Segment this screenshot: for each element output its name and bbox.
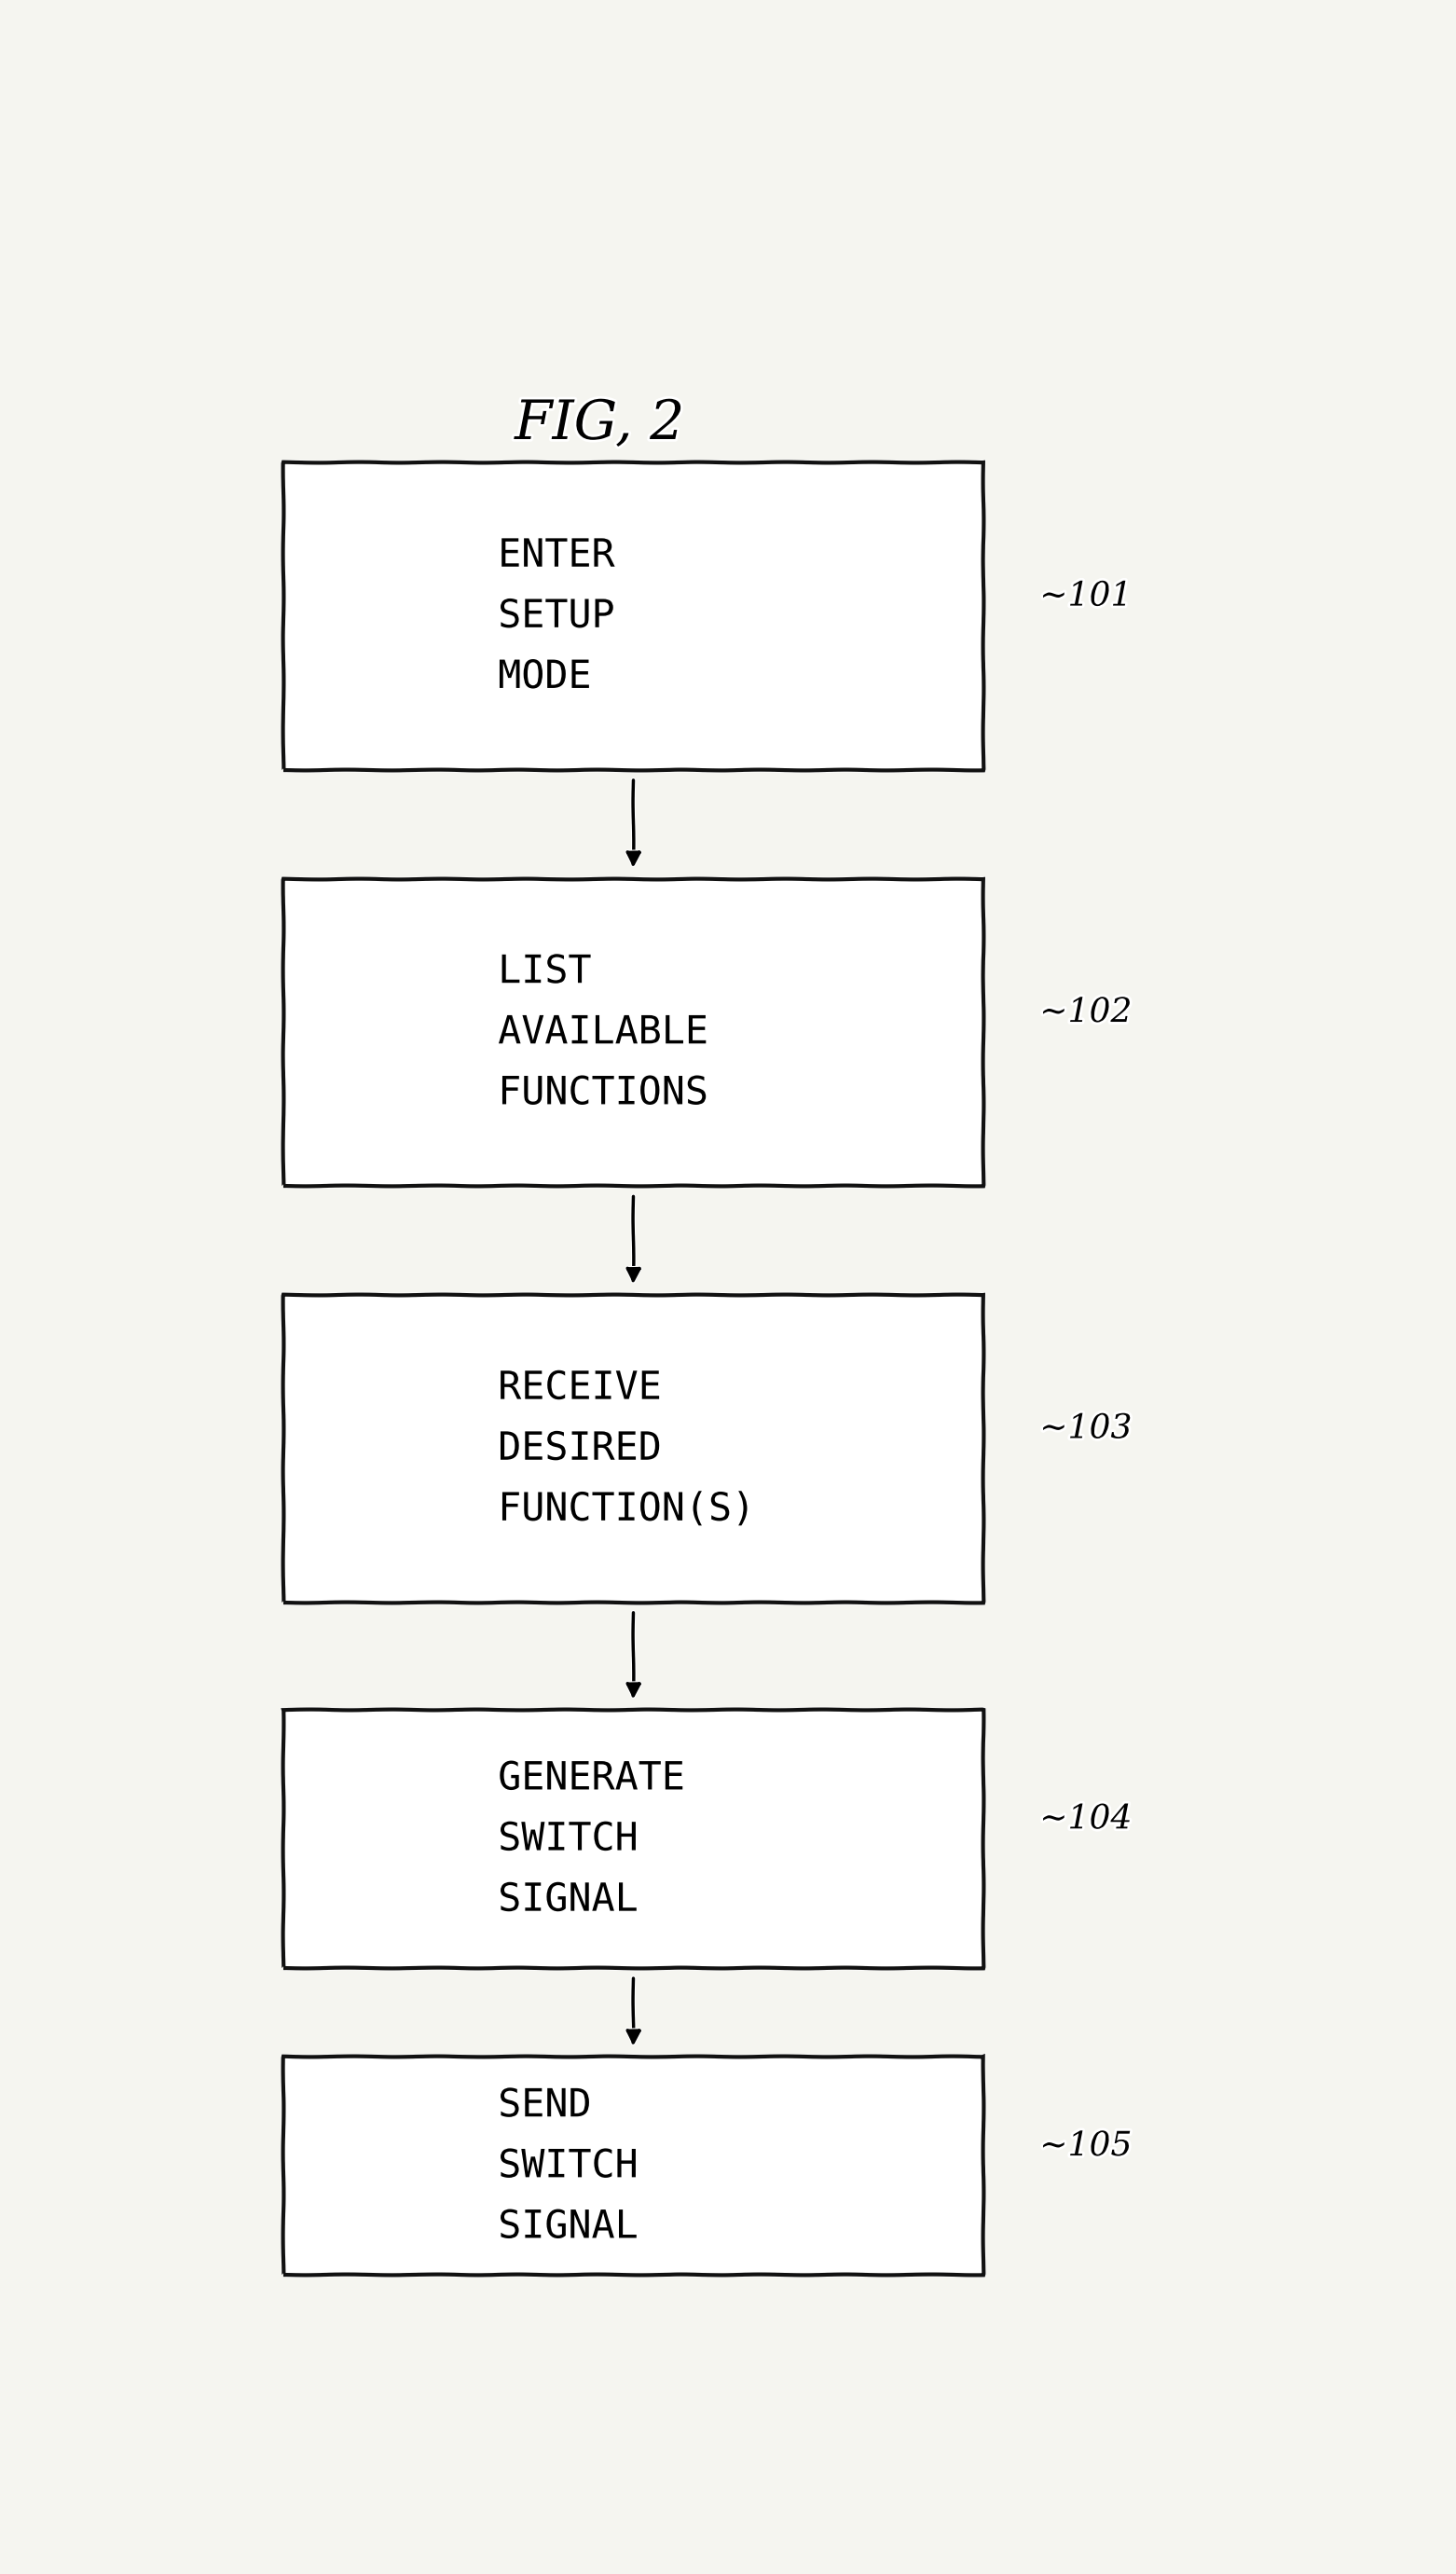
Text: LIST
AVAILABLE
FUNCTIONS: LIST AVAILABLE FUNCTIONS — [498, 952, 708, 1112]
FancyBboxPatch shape — [284, 878, 983, 1187]
Text: ∼104: ∼104 — [1040, 1804, 1133, 1835]
Text: SEND
SWITCH
SIGNAL: SEND SWITCH SIGNAL — [498, 2085, 638, 2247]
Text: ∼105: ∼105 — [1040, 2131, 1133, 2162]
Text: ENTER
SETUP
MODE: ENTER SETUP MODE — [498, 535, 614, 698]
Text: FIG, 2: FIG, 2 — [514, 399, 684, 450]
FancyBboxPatch shape — [284, 2057, 983, 2275]
FancyBboxPatch shape — [284, 1295, 983, 1601]
Text: GENERATE
SWITCH
SIGNAL: GENERATE SWITCH SIGNAL — [498, 1758, 684, 1920]
FancyBboxPatch shape — [284, 463, 983, 770]
FancyBboxPatch shape — [284, 1709, 983, 1967]
Text: ∼102: ∼102 — [1040, 996, 1133, 1030]
Text: RECEIVE
DESIRED
FUNCTION(S): RECEIVE DESIRED FUNCTION(S) — [498, 1369, 754, 1529]
Text: ∼101: ∼101 — [1040, 579, 1133, 613]
Text: ∼103: ∼103 — [1040, 1413, 1133, 1444]
